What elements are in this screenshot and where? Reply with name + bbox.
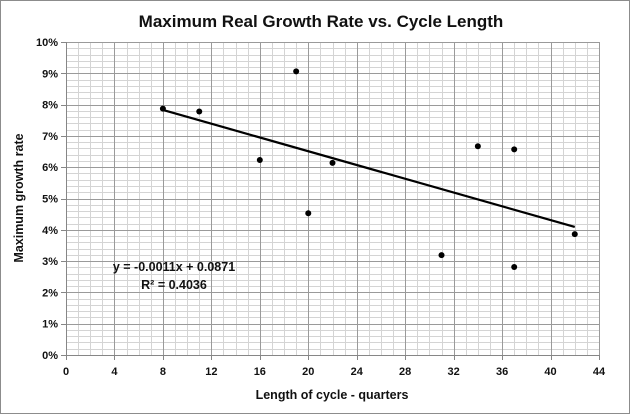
data-point bbox=[474, 143, 481, 150]
x-tick-label: 36 bbox=[496, 366, 508, 378]
x-tick-labels: 0 4 8 12 16 20 24 28 32 36 40 44 bbox=[63, 366, 606, 378]
data-point bbox=[511, 264, 518, 271]
x-tick-label: 16 bbox=[254, 366, 266, 378]
data-point bbox=[256, 157, 263, 164]
x-tick-label: 32 bbox=[448, 366, 460, 378]
x-tick-label: 12 bbox=[205, 366, 217, 378]
x-tick-label: 20 bbox=[302, 366, 314, 378]
y-tick-label: 6% bbox=[42, 162, 58, 174]
y-tick-label: 0% bbox=[42, 350, 58, 362]
grid bbox=[66, 42, 600, 356]
x-tick-label: 44 bbox=[593, 366, 606, 378]
data-point bbox=[438, 252, 445, 259]
axes bbox=[61, 42, 600, 360]
y-tick-label: 10% bbox=[36, 37, 58, 49]
trendline-group bbox=[162, 108, 576, 229]
data-point bbox=[159, 105, 166, 112]
data-point bbox=[329, 159, 336, 166]
x-tick-label: 24 bbox=[351, 366, 364, 378]
y-tick-label: 8% bbox=[42, 100, 58, 112]
x-tick-label: 8 bbox=[160, 366, 166, 378]
x-tick-label: 40 bbox=[544, 366, 556, 378]
trendline-equation: y = -0.0011x + 0.0871 bbox=[113, 260, 235, 274]
x-tick-label: 4 bbox=[111, 366, 118, 378]
y-tick-label: 7% bbox=[42, 131, 58, 143]
trendline bbox=[162, 108, 576, 229]
y-tick-label: 3% bbox=[42, 256, 58, 268]
trendline-r-squared: R² = 0.4036 bbox=[141, 278, 207, 292]
data-points bbox=[159, 68, 578, 271]
data-point bbox=[305, 210, 312, 217]
y-tick-label: 2% bbox=[42, 287, 58, 299]
y-tick-labels: 0% 1% 2% 3% 4% 5% 6% 7% 8% 9% 10% bbox=[36, 37, 58, 362]
x-tick-label: 28 bbox=[399, 366, 411, 378]
x-tick-label: 0 bbox=[63, 366, 69, 378]
data-point bbox=[196, 108, 203, 115]
x-axis-label: Length of cycle - quarters bbox=[256, 388, 409, 402]
y-axis-label: Maximum growth rate bbox=[12, 133, 26, 262]
data-point bbox=[293, 68, 300, 75]
y-tick-label: 5% bbox=[42, 194, 58, 206]
y-tick-label: 9% bbox=[42, 68, 58, 80]
y-tick-label: 1% bbox=[42, 319, 58, 331]
data-point bbox=[571, 231, 578, 238]
data-point bbox=[511, 146, 518, 153]
chart-title: Maximum Real Growth Rate vs. Cycle Lengt… bbox=[139, 12, 504, 31]
y-tick-label: 4% bbox=[42, 225, 58, 237]
